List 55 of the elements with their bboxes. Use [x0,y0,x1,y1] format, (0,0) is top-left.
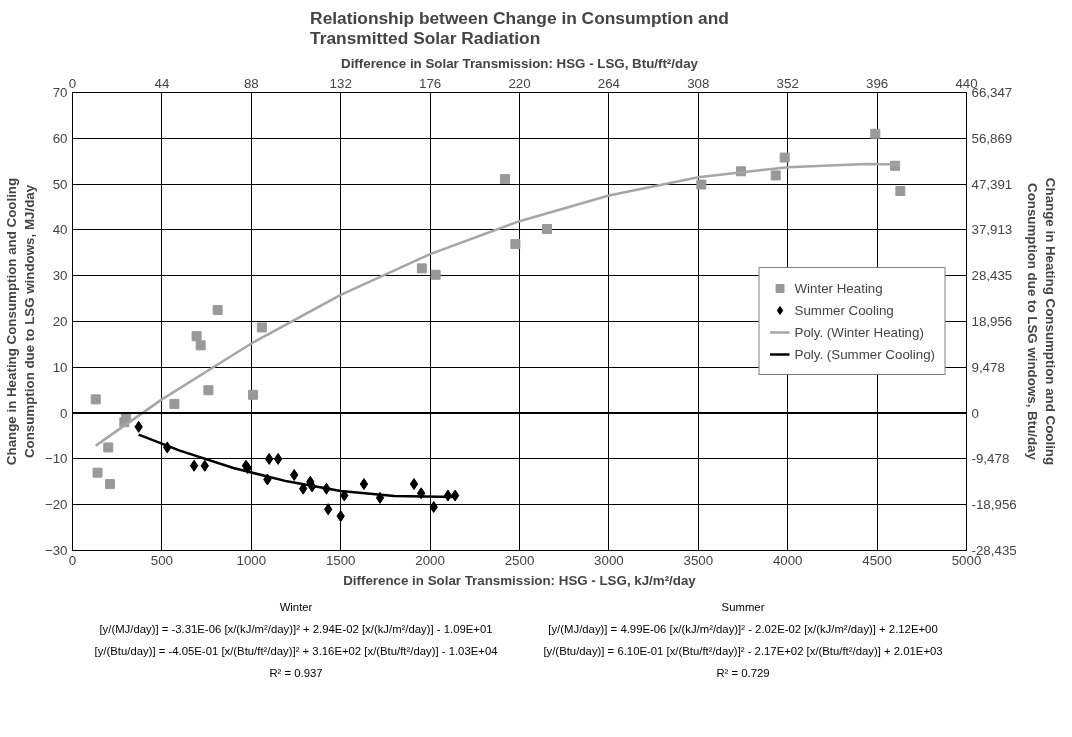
y2-axis-title: Change in Heating Consumption and Cooling Consumption due to LSG windows, Btu/day [1024,177,1058,466]
text: [y/(Btu/day)] = -4.05E-01 [x/(Btu/ft²/day)]² + 3.16E+02 [x/(Btu/ft²/day)] - 1.03E+04 [94,645,498,658]
legend-label: Poly. (Winter Heating) [794,324,924,340]
x2-tick-label: 308 [687,75,710,91]
x-axis-title: Difference in Solar Transmission: HSG - LSG, kJ/m²/day [343,572,697,588]
y2-tick-label: -9,478 [971,451,1010,467]
text: [y/(Btu/day)] = 6.10E-01 [x/(Btu/ft²/day)]² - 2.17E+02 [x/(Btu/ft²/day)] + 2.01E+03 [543,645,943,658]
y-tick-label: 70 [52,85,68,100]
x2-tick-label: 264 [597,75,621,91]
x2-axis-title: Difference in Solar Transmission: HSG - LSG, Btu/ft²/day [341,55,699,71]
x-tick-label: 2500 [504,552,535,568]
text: Winter [279,600,313,613]
y-tick-label: 50 [52,176,68,192]
x2-tick-label: 220 [508,75,531,91]
x2-tick-label: 352 [776,75,799,91]
x2-tick-label: 88 [243,75,259,91]
text: [y/(MJ/day)] = -3.31E-06 [x/(kJ/m²/day)]² + 2.94E-02 [x/(kJ/m²/day)] - 1.09E+01 [99,622,493,635]
x-tick-label: 3000 [594,552,624,568]
y2-tick-label: 37,913 [971,222,1013,238]
text: R² = 0.729 [716,667,770,680]
y-tick-label: 60 [52,130,68,146]
y-tick-label: −20 [44,497,68,513]
y-tick-label: 30 [52,268,68,284]
x2-tick-label: 176 [418,75,442,91]
y2-tick-label: 18,956 [971,314,1013,329]
x-tick-label: 3500 [683,552,714,568]
x2-tick-label: 44 [154,75,170,91]
y-tick-label: 40 [52,222,68,238]
x-tick-label: 2000 [415,552,445,568]
y-tick-label: −30 [44,543,68,558]
chart-title: Relationship between Change in Consumption and Transmitted Solar Radiation [310,7,729,48]
text: Summer [721,600,765,613]
x2-tick-label: 396 [865,75,889,91]
y-tick-label: −10 [44,451,68,467]
x-tick-label: 1500 [325,552,356,568]
y2-tick-label: 28,435 [971,268,1013,284]
y-axis-title: Change in Heating Consumption and Cooling Consumption due to LSG windows, MJ/day [3,177,37,466]
x-tick-label: 4000 [772,552,803,568]
y-tick-label: 0 [60,405,68,421]
y2-tick-label: 47,391 [971,176,1013,192]
y-tick-label: 10 [52,359,68,375]
text: R² = 0.937 [269,667,323,680]
y2-tick-label: 56,869 [971,130,1013,146]
y2-tick-label: 9,478 [971,359,1005,375]
x-tick-label: 4500 [862,552,892,568]
y2-tick-label: -18,956 [971,497,1017,513]
x-tick-label: 500 [150,552,174,568]
text: [y/(MJ/day)] = 4.99E-06 [x/(kJ/m²/day)]² - 2.02E-02 [x/(kJ/m²/day)] + 2.12E+00 [548,622,938,635]
legend-label: Poly. (Summer Cooling) [794,346,935,362]
x-tick-label: 1000 [236,552,267,568]
legend-label: Winter Heating [794,280,883,296]
legend-label: Summer Cooling [794,302,894,318]
y-tick-label: 20 [52,314,68,329]
x2-tick-label: 132 [329,75,352,91]
y2-tick-label: 0 [971,405,979,421]
